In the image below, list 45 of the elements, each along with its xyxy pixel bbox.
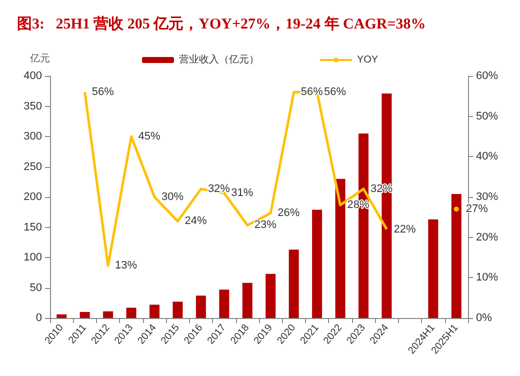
y2-tick-label: 30%	[476, 191, 498, 203]
bar	[172, 302, 183, 318]
legend-label: 营业收入（亿元）	[178, 54, 259, 66]
y-tick-label: 150	[24, 221, 42, 234]
legend-label: YOY	[356, 54, 378, 66]
y-tick-label: 50	[30, 282, 42, 294]
data-label: 22%	[394, 223, 416, 236]
bar	[196, 296, 206, 318]
y2-tick-label: 50%	[476, 110, 498, 122]
y2-tick-label: 40%	[476, 150, 498, 163]
bar	[428, 219, 438, 318]
chart-title: 图3: 25H1 营收 205 亿元，YOY+27%，19-24 年 CAGR=38%	[17, 16, 426, 32]
bar	[103, 311, 114, 318]
bar	[335, 178, 346, 318]
bar	[451, 194, 462, 318]
y-tick-label: 300	[24, 130, 42, 142]
data-label: 56%	[92, 86, 114, 98]
y-tick-label: 400	[24, 70, 42, 82]
y2-tick-label: 60%	[476, 70, 498, 82]
y-tick-label: 350	[24, 100, 42, 112]
bar	[150, 304, 160, 318]
data-label: 30%	[162, 191, 184, 203]
data-label: 56%	[324, 86, 346, 98]
data-label: 23%	[254, 219, 277, 232]
y2-tick-label: 0%	[476, 312, 492, 324]
y-tick-label: 200	[24, 191, 42, 203]
bar	[242, 282, 252, 318]
bar	[126, 308, 136, 318]
y-tick-label: 100	[24, 252, 42, 264]
bar	[266, 274, 276, 318]
bar	[219, 290, 230, 318]
data-label: 45%	[138, 130, 161, 142]
bar	[80, 312, 90, 318]
bar	[312, 210, 322, 318]
y2-tick-label: 10%	[476, 272, 498, 284]
y-tick-label: 250	[24, 160, 42, 173]
data-label: 24%	[184, 215, 207, 228]
data-label: 26%	[278, 207, 300, 220]
data-label: 31%	[231, 186, 254, 199]
data-label: 13%	[115, 260, 138, 272]
y2-tick-label: 20%	[476, 231, 498, 244]
y-tick-label: 0	[36, 312, 42, 324]
y-axis-title: 亿元	[29, 54, 50, 64]
bar	[288, 250, 299, 318]
bar	[56, 314, 67, 318]
